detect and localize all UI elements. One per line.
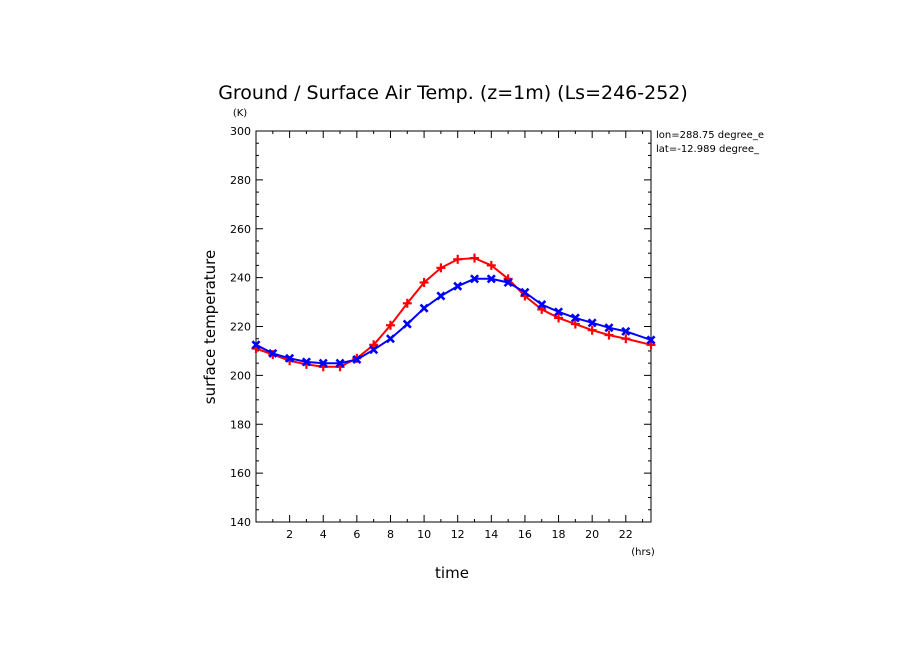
series-line-2 [255, 277, 652, 365]
data-point [419, 303, 429, 313]
data-point [419, 278, 429, 288]
data-point [352, 354, 362, 365]
data-point [285, 353, 295, 363]
data-point [486, 260, 496, 270]
data-point [520, 287, 530, 297]
data-point [335, 358, 345, 368]
y-tick-label: 300 [230, 125, 251, 138]
data-point [436, 263, 446, 273]
data-point [453, 254, 463, 264]
data-point [385, 334, 395, 344]
data-point [587, 318, 597, 328]
data-point [436, 291, 446, 301]
x-tick-label: 18 [552, 528, 566, 541]
x-tick-label: 8 [387, 528, 394, 541]
annotation-lon: lon=288.75 degree_e [656, 130, 764, 141]
y-unit: (K) [233, 108, 247, 119]
data-point [318, 358, 328, 368]
data-point [503, 277, 513, 288]
x-tick-label: 6 [353, 528, 360, 541]
data-point [402, 319, 412, 329]
data-point [486, 274, 496, 284]
data-point [453, 281, 463, 291]
axes: 140 160 180 200 220 240 260 280 300 2 4 6 8 10 12 14 16 1… [230, 125, 651, 541]
data-point [251, 340, 261, 350]
y-tick-label: 220 [230, 321, 251, 334]
data-point [268, 348, 278, 358]
x-tick-label: 4 [320, 528, 327, 541]
data-point [385, 320, 395, 330]
x-axis-label: time [435, 564, 469, 582]
y-tick-label: 140 [230, 516, 251, 529]
data-point [570, 319, 580, 329]
x-tick-label: 14 [484, 528, 498, 541]
x-tick-label: 16 [518, 528, 532, 541]
x-tick-label: 20 [585, 528, 599, 541]
y-tick-label: 280 [230, 174, 251, 187]
data-point [554, 313, 564, 323]
y-tick-label: 160 [230, 467, 251, 480]
y-axis-label: surface temperature [201, 250, 219, 405]
y-tick-label: 240 [230, 272, 251, 285]
data-point [604, 330, 614, 340]
y-tick-label: 200 [230, 369, 251, 382]
data-point [469, 274, 480, 284]
x-tick-label: 22 [619, 528, 633, 541]
series-group [251, 253, 656, 372]
data-point [621, 326, 631, 336]
data-point [470, 253, 480, 263]
annotation-lat: lat=-12.989 degree_ [656, 144, 760, 155]
data-point [402, 298, 412, 308]
data-point [570, 313, 580, 323]
data-point [621, 334, 631, 344]
data-point [537, 299, 547, 310]
data-point [537, 304, 547, 314]
x-tick-label: 10 [417, 528, 431, 541]
data-point [369, 345, 379, 355]
y-tick-label: 180 [230, 418, 251, 431]
x-tick-label: 12 [451, 528, 465, 541]
data-point [587, 325, 597, 335]
data-point [301, 357, 311, 367]
chart-title: Ground / Surface Air Temp. (z=1m) (Ls=24… [218, 82, 688, 104]
y-tick-label: 260 [230, 223, 251, 236]
data-point [554, 307, 564, 317]
data-point [369, 340, 379, 350]
series-line-1 [255, 257, 652, 368]
x-unit: (hrs) [631, 547, 655, 558]
data-point [646, 335, 656, 345]
x-tick-label: 2 [286, 528, 293, 541]
data-point [604, 323, 614, 333]
data-point [646, 340, 656, 350]
